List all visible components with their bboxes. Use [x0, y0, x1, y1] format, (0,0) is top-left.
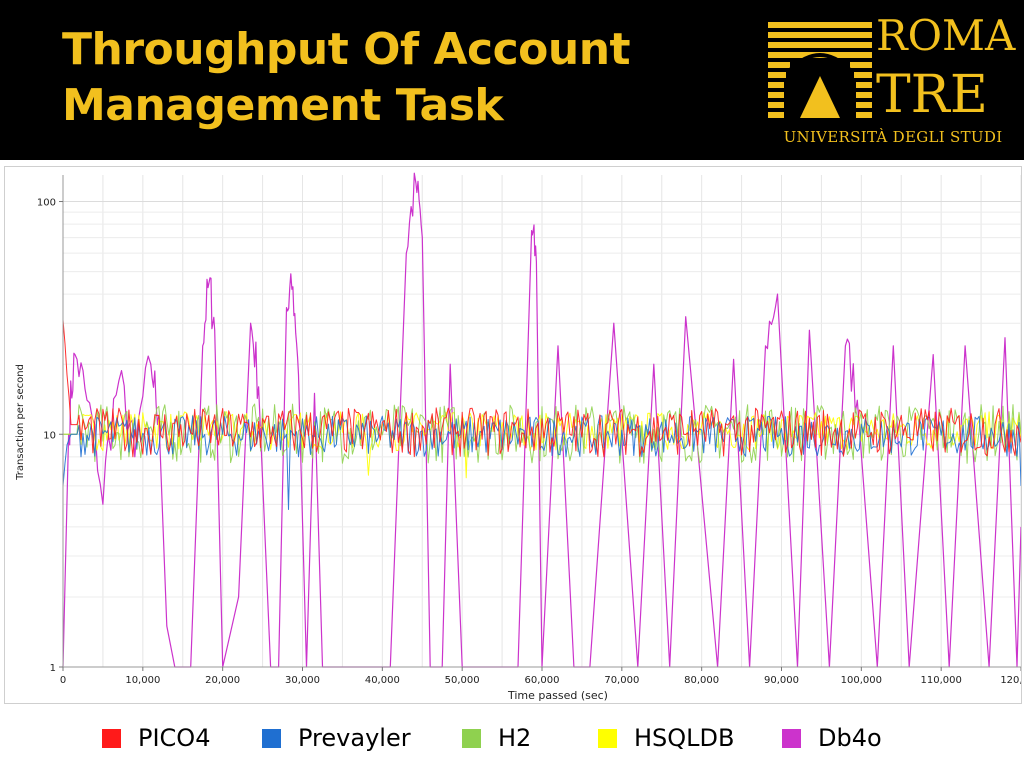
x-tick-label: 60,000	[525, 675, 560, 686]
x-axis-label: Time passed (sec)	[507, 689, 608, 702]
legend-swatch-h2	[462, 729, 481, 748]
legend-label-prevayler: Prevayler	[298, 724, 411, 752]
slide-title-line-1: Throughput Of Account	[62, 24, 631, 75]
x-tick-label: 100,000	[841, 675, 882, 686]
university-logo: ROMA TRE UNIVERSITÀ DEGLI STUDI	[768, 14, 1018, 150]
series-line-prevayler	[62, 415, 1021, 510]
series-line-pico4	[62, 319, 1021, 458]
series-line-db4o	[62, 172, 1021, 668]
y-tick-label: 10	[43, 430, 56, 441]
legend-swatch-hsqldb	[598, 729, 617, 748]
legend-label-hsqldb: HSQLDB	[634, 724, 735, 752]
legend-swatch-db4o	[782, 729, 801, 748]
legend-label-db4o: Db4o	[818, 724, 882, 752]
legend-swatch-pico4	[102, 729, 121, 748]
x-tick-label: 40,000	[365, 675, 400, 686]
x-tick-label: 20,000	[205, 675, 240, 686]
logo-emblem-icon	[768, 22, 872, 118]
y-tick-label: 1	[50, 663, 56, 674]
throughput-line-chart: Time passed (sec) Transaction per second…	[15, 172, 1021, 702]
x-tick-label: 10,000	[125, 675, 160, 686]
logo-text-tre: TRE	[876, 65, 988, 125]
y-tick-label: 100	[37, 198, 56, 209]
x-tick-label: 50,000	[445, 675, 480, 686]
x-tick-label: 110,000	[920, 675, 961, 686]
legend-swatch-prevayler	[262, 729, 281, 748]
logo-text-roma: ROMA	[876, 11, 1016, 60]
x-tick-label: 120,000	[1000, 675, 1021, 686]
legend-label-pico4: PICO4	[138, 724, 211, 752]
chart-legend: PICO4 Prevayler H2 HSQLDB Db4o	[0, 714, 1024, 762]
x-tick-label: 90,000	[764, 675, 799, 686]
x-tick-label: 70,000	[604, 675, 639, 686]
logo-subtitle: UNIVERSITÀ DEGLI STUDI	[783, 128, 1003, 146]
x-tick-label: 80,000	[684, 675, 719, 686]
y-axis-label: Transaction per second	[15, 364, 26, 481]
x-tick-label: 0	[60, 675, 66, 686]
slide-title-line-2: Management Task	[62, 80, 504, 131]
x-tick-label: 30,000	[285, 675, 320, 686]
legend-label-h2: H2	[498, 724, 532, 752]
chart-series	[62, 172, 1021, 668]
slide-title: Throughput Of Account Management Task	[62, 22, 742, 134]
chart-panel: Time passed (sec) Transaction per second…	[4, 166, 1022, 704]
series-line-hsqldb	[63, 411, 1021, 479]
slide-header: Throughput Of Account Management Task	[0, 0, 1024, 160]
chart-axes: Time passed (sec) Transaction per second…	[15, 175, 1021, 702]
